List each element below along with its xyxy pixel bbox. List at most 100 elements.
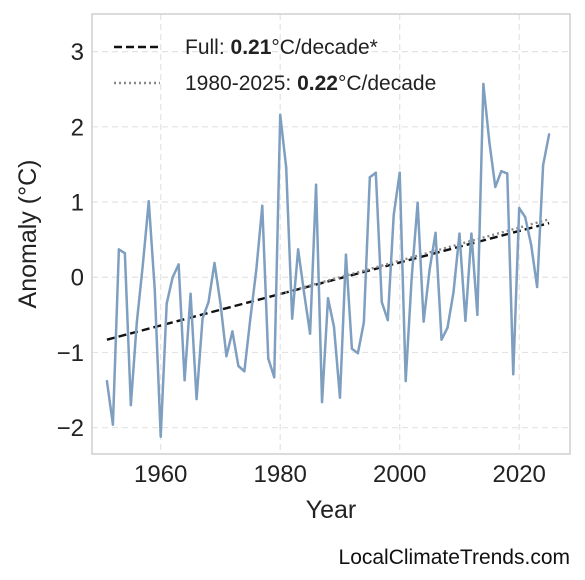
data-point — [386, 318, 389, 322]
data-point — [296, 248, 300, 251]
data-point — [398, 171, 401, 174]
data-point — [129, 403, 133, 407]
data-point — [237, 364, 240, 368]
data-point — [464, 319, 467, 323]
y-axis-label: Anomaly (°C) — [14, 160, 42, 309]
data-point — [261, 204, 264, 207]
y-tick-label: 0 — [71, 265, 84, 292]
x-axis-ticks: 1960 1980 2000 2020 — [134, 461, 546, 488]
data-point — [111, 423, 115, 426]
legend-label: Full: — [185, 36, 231, 59]
data-point — [135, 321, 139, 324]
data-point — [320, 400, 324, 404]
data-point — [422, 320, 425, 323]
data-point — [117, 248, 121, 251]
x-tick-label: 1980 — [254, 461, 307, 488]
data-point — [243, 370, 246, 373]
data-point — [434, 231, 437, 235]
x-tick-label: 2000 — [373, 461, 426, 488]
data-point — [446, 326, 449, 329]
x-tick-label: 1960 — [134, 461, 187, 488]
data-point — [153, 288, 156, 291]
y-axis-ticks: −2 −1 0 1 2 3 — [57, 39, 84, 442]
data-point — [512, 373, 515, 376]
data-point — [225, 355, 228, 358]
recent-trend-line — [279, 218, 550, 295]
data-point — [267, 357, 270, 360]
data-point — [219, 302, 222, 305]
data-point — [410, 276, 413, 280]
data-point — [362, 321, 366, 324]
data-point — [452, 291, 455, 294]
data-point — [302, 291, 306, 295]
data-point — [183, 379, 186, 382]
y-tick-label: 1 — [71, 190, 84, 217]
data-point — [350, 347, 354, 350]
data-point — [374, 171, 378, 174]
data-series — [105, 82, 551, 438]
legend-rate-value: 0.22 — [297, 72, 338, 95]
data-point — [326, 297, 330, 300]
data-point — [470, 232, 473, 235]
y-tick-label: −1 — [57, 340, 84, 367]
data-point — [147, 200, 150, 203]
data-point — [207, 300, 210, 304]
data-point — [344, 253, 348, 256]
data-point — [476, 313, 479, 317]
data-point — [500, 169, 503, 173]
data-point — [404, 379, 407, 383]
data-point — [338, 396, 342, 399]
data-point — [428, 268, 431, 271]
data-point — [482, 82, 485, 86]
data-point — [249, 317, 252, 320]
data-point — [541, 163, 545, 167]
legend-full-trend: Full: 0.21°C/decade* — [185, 36, 378, 59]
data-point — [189, 292, 192, 295]
data-point — [392, 213, 395, 217]
data-point — [506, 172, 509, 175]
data-point — [159, 435, 162, 438]
data-point — [494, 185, 497, 189]
data-point — [523, 215, 527, 219]
data-point — [279, 113, 282, 116]
data-point — [273, 376, 276, 379]
data-point — [177, 263, 180, 266]
y-tick-label: −2 — [57, 415, 84, 442]
legend-unit: °C/decade* — [271, 36, 377, 59]
data-point — [518, 206, 521, 210]
data-point — [213, 261, 216, 265]
plot-frame — [91, 13, 571, 455]
data-point — [201, 317, 204, 320]
data-point — [529, 243, 533, 247]
data-point — [332, 325, 336, 329]
y-tick-label: 2 — [71, 114, 84, 141]
data-point — [231, 330, 234, 333]
data-point — [547, 133, 551, 136]
plot-background — [92, 14, 570, 454]
data-point — [416, 201, 419, 204]
data-point — [380, 300, 383, 304]
data-point — [368, 176, 372, 179]
data-point — [458, 232, 461, 235]
legend-unit: °C/decade — [338, 72, 436, 95]
data-point — [308, 332, 312, 335]
legend-label: 1980-2025: — [185, 72, 297, 95]
y-tick-label: 3 — [71, 39, 84, 66]
data-point — [290, 317, 294, 320]
legend-rate-value: 0.21 — [231, 36, 272, 59]
data-point — [440, 338, 443, 341]
data-point — [105, 379, 109, 383]
data-point — [488, 140, 491, 144]
data-point — [195, 397, 198, 401]
watermark: LocalClimateTrends.com — [338, 546, 570, 569]
data-point — [165, 302, 168, 305]
data-point — [314, 183, 318, 186]
data-point — [535, 285, 539, 289]
legend: Full: 0.21°C/decade*1980-2025: 0.22°C/de… — [114, 36, 436, 95]
x-tick-label: 2020 — [493, 461, 546, 488]
data-point — [171, 276, 174, 279]
x-axis-label: Year — [306, 496, 357, 524]
legend-recent-trend: 1980-2025: 0.22°C/decade — [185, 72, 436, 95]
data-point — [123, 251, 127, 255]
